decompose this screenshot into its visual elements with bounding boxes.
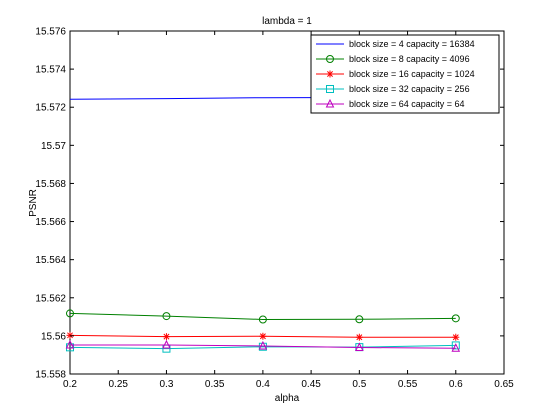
star-stroke (163, 333, 170, 340)
y-tick-label: 15.558 (35, 370, 66, 381)
y-tick-label: 15.56 (41, 331, 66, 342)
data-point (355, 333, 363, 341)
x-axis-title: alpha (275, 393, 300, 404)
x-tick-label: 0.35 (205, 379, 225, 390)
data-point (355, 342, 364, 352)
x-tick-label: 0.5 (352, 379, 366, 390)
x-tick-label: 0.45 (301, 379, 321, 390)
y-tick-label: 15.562 (35, 293, 66, 304)
series-line (69, 312, 456, 321)
x-tick-label: 0.65 (494, 379, 514, 390)
legend-entry: block size = 8 capacity = 4096 (316, 54, 470, 64)
series-5 (65, 339, 461, 352)
legend-entry: block size = 64 capacity = 64 (316, 98, 465, 109)
y-tick-label: 15.57 (41, 141, 66, 152)
x-tick-label: 0.2 (63, 379, 77, 390)
y-tick-label: 15.568 (35, 179, 66, 190)
x-tick-label: 0.3 (159, 379, 173, 390)
data-point (452, 333, 460, 341)
y-tick-label: 15.576 (35, 27, 66, 38)
ticks-layer: 0.2 0.25 0.3 0.35 0.4 0.45 0.5 0.55 0.6 0.65 15.55… (35, 27, 514, 391)
x-tick-label: 0.4 (256, 379, 270, 390)
y-tick-label: 15.564 (35, 255, 66, 266)
data-point (162, 333, 170, 341)
legend-entry: block size = 32 capacity = 256 (316, 84, 470, 94)
legend: block size = 4 capacity = 16384 block siz… (310, 34, 500, 114)
data-point (451, 343, 461, 352)
star-stroke (327, 71, 333, 77)
data-point (259, 332, 267, 340)
legend-label: block size = 32 capacity = 256 (349, 84, 470, 94)
series-2 (66, 309, 460, 324)
legend-marker (326, 85, 334, 93)
y-tick-label: 15.574 (35, 65, 66, 76)
data-point (162, 312, 171, 321)
data-point (65, 339, 75, 349)
legend-label: block size = 64 capacity = 64 (349, 99, 465, 109)
data-point (66, 309, 74, 318)
star-stroke (67, 332, 73, 339)
chart-title: lambda = 1 (262, 16, 312, 27)
data-point (162, 339, 171, 349)
y-axis-title: PSNR (28, 189, 39, 217)
x-tick-label: 0.55 (398, 379, 418, 390)
legend-label: block size = 8 capacity = 4096 (349, 54, 470, 64)
y-tick-label: 15.572 (35, 103, 66, 114)
legend-marker (326, 70, 334, 78)
legend-entry: block size = 4 capacity = 16384 (316, 39, 475, 49)
x-tick-label: 0.25 (108, 379, 128, 390)
star-stroke (452, 334, 459, 341)
legend-marker (325, 98, 335, 108)
series-3 (66, 331, 460, 341)
data-point (66, 331, 74, 339)
legend-entry: block size = 16 capacity = 1024 (316, 69, 475, 79)
star-stroke (259, 333, 266, 340)
legend-label: block size = 4 capacity = 16384 (349, 39, 475, 49)
data-point (258, 315, 267, 324)
y-tick-label: 15.566 (35, 217, 66, 228)
data-point (451, 341, 460, 350)
data-point (355, 315, 364, 324)
data-point (451, 314, 460, 323)
star-stroke (356, 334, 363, 341)
legend-marker (326, 55, 334, 63)
data-point (258, 340, 268, 350)
data-point (258, 342, 267, 351)
series-line (70, 344, 456, 349)
x-tick-label: 0.6 (449, 379, 463, 390)
series-line (69, 344, 456, 350)
legend-label: block size = 16 capacity = 1024 (349, 69, 475, 79)
